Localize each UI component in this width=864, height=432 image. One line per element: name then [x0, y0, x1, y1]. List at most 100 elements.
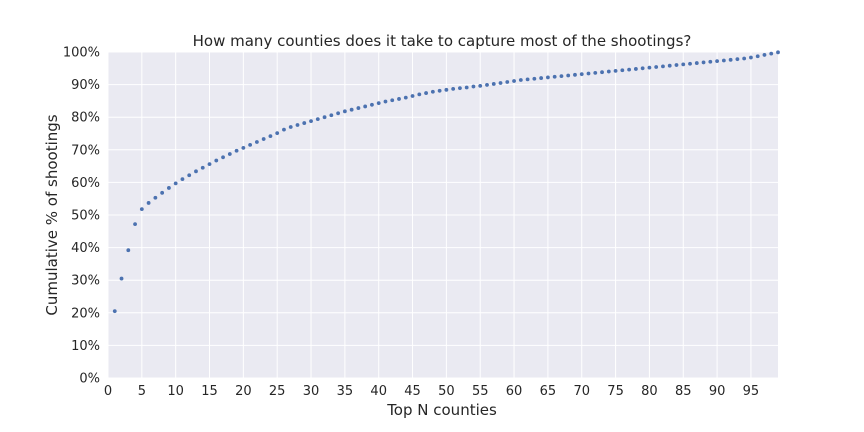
data-point: [471, 84, 476, 89]
data-point: [363, 104, 368, 109]
data-point: [370, 102, 374, 107]
data-point: [173, 181, 178, 186]
data-point: [728, 57, 733, 62]
x-tick-label: 55: [472, 384, 489, 399]
data-point: [248, 143, 253, 147]
y-tick-label: 50%: [71, 209, 100, 224]
y-tick-label: 90%: [71, 78, 100, 93]
x-tick-label: 20: [235, 384, 252, 399]
x-tick-label: 90: [709, 384, 726, 399]
data-point: [647, 65, 652, 70]
data-point: [437, 88, 442, 93]
x-tick-label: 50: [438, 384, 455, 399]
data-point: [221, 155, 225, 160]
x-tick-label: 60: [506, 384, 523, 399]
data-point: [640, 66, 645, 71]
data-point: [241, 145, 246, 150]
data-point: [525, 77, 530, 82]
data-point: [498, 81, 503, 85]
data-point: [451, 86, 456, 91]
data-point: [694, 61, 699, 65]
data-point: [356, 106, 361, 110]
data-point: [762, 53, 767, 57]
y-tick-label: 80%: [71, 111, 100, 126]
data-point: [674, 63, 679, 67]
data-point: [146, 201, 151, 205]
data-point: [403, 95, 408, 100]
data-point: [478, 84, 483, 88]
data-point: [194, 169, 198, 174]
data-point: [715, 59, 719, 64]
data-point: [545, 75, 550, 80]
x-tick-label: 15: [201, 384, 218, 399]
x-tick-label: 85: [675, 384, 692, 399]
data-point: [620, 68, 625, 73]
x-tick-label: 70: [573, 384, 590, 399]
data-point: [633, 67, 638, 71]
data-point: [376, 101, 381, 106]
x-tick-label: 75: [607, 384, 624, 399]
data-point: [552, 74, 557, 79]
data-point: [518, 78, 523, 82]
data-point: [627, 67, 632, 72]
data-point: [139, 207, 144, 212]
y-tick-label: 70%: [71, 143, 100, 158]
data-point: [342, 109, 347, 114]
y-tick-label: 100%: [63, 46, 100, 61]
y-tick-label: 0%: [79, 372, 100, 387]
data-point: [187, 173, 192, 178]
data-point: [579, 72, 584, 77]
data-point: [600, 70, 604, 75]
data-point: [282, 127, 286, 132]
data-point: [559, 74, 564, 79]
data-point: [769, 51, 774, 56]
x-tick-label: 40: [370, 384, 387, 399]
data-point: [593, 70, 598, 75]
data-point: [721, 58, 726, 63]
y-tick-label: 60%: [71, 176, 100, 191]
data-point: [153, 195, 158, 200]
data-point: [227, 152, 232, 156]
x-tick-label: 80: [641, 384, 658, 399]
data-point: [410, 94, 415, 98]
x-tick-label: 65: [540, 384, 557, 399]
data-point: [336, 111, 341, 116]
data-point: [275, 131, 280, 136]
data-point: [654, 65, 659, 69]
data-point: [261, 137, 266, 141]
data-point: [167, 186, 171, 190]
data-point: [688, 61, 692, 66]
x-tick-label: 10: [167, 384, 184, 399]
data-point: [268, 134, 273, 139]
data-point: [735, 57, 740, 62]
data-point: [701, 60, 706, 65]
data-point: [309, 119, 313, 124]
data-point: [485, 83, 489, 87]
data-point: [430, 89, 435, 94]
data-point: [322, 115, 327, 120]
data-point: [207, 162, 212, 167]
grid: [107, 51, 778, 379]
x-axis-title: Top N counties: [386, 401, 497, 419]
data-point: [755, 54, 760, 59]
data-point: [288, 125, 293, 129]
data-point: [214, 158, 219, 163]
x-tick-label: 0: [104, 384, 112, 399]
data-point: [119, 276, 124, 281]
data-point: [112, 309, 117, 314]
x-axis-ticks: 0 5 10 15 20 25 30 35 40 45 50 55 60 65 70 75 80 85 90 95: [104, 384, 759, 399]
data-point: [458, 86, 462, 91]
y-axis-ticks: 0% 10% 20% 30% 40% 50% 60% 70% 80% 90% 100%: [63, 46, 100, 387]
data-point: [566, 73, 571, 78]
data-point: [444, 87, 449, 92]
data-point: [254, 140, 259, 144]
data-point: [749, 55, 753, 60]
x-tick-label: 45: [404, 384, 421, 399]
data-point: [573, 72, 577, 77]
x-tick-label: 5: [138, 384, 146, 399]
data-point: [397, 97, 401, 101]
data-point: [180, 177, 185, 182]
x-tick-label: 35: [337, 384, 354, 399]
data-point: [417, 92, 422, 97]
